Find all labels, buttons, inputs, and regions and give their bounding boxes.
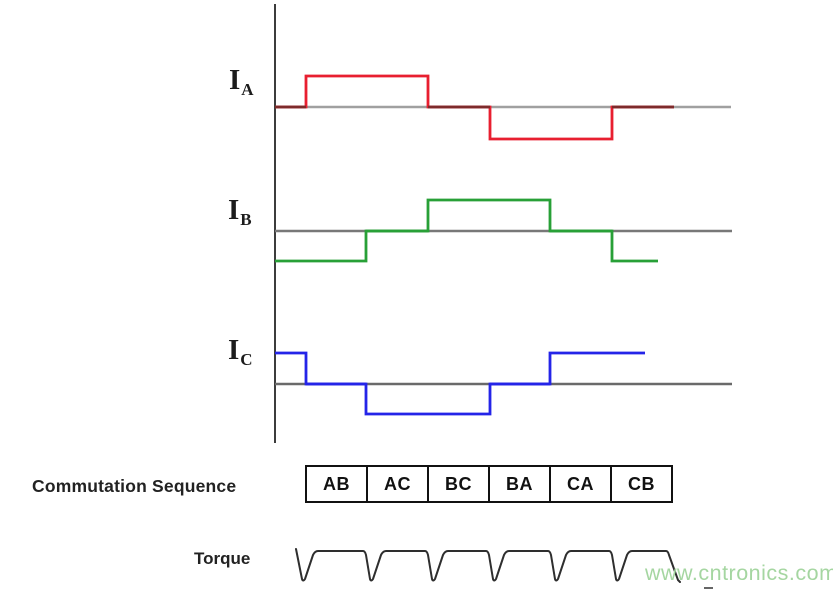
phase-b-symbol: I — [228, 194, 240, 226]
phase-a-subscript: A — [241, 80, 254, 99]
phase-c-symbol: I — [228, 334, 240, 366]
phase-c-label: IC — [228, 334, 253, 369]
watermark-underscore-mark — [704, 587, 713, 589]
phase-b-subscript: B — [240, 210, 252, 229]
commutation-cell-ac: AC — [368, 467, 429, 501]
commutation-cell-ab: AB — [307, 467, 368, 501]
commutation-cell-cb: CB — [628, 473, 655, 494]
commutation-cell-bc: BC — [429, 467, 490, 501]
commutation-sequence-label: Commutation Sequence — [32, 476, 237, 496]
phase-a-label: IA — [229, 64, 254, 99]
phase-a-symbol: I — [229, 64, 241, 96]
commutation-cell-ca: CA — [551, 467, 612, 501]
torque-label: Torque — [194, 549, 251, 568]
watermark: www.cntronics.com — [645, 561, 833, 585]
phase-b-label: IB — [228, 194, 252, 229]
commutation-sequence-table: AB AC BC BA CA CB — [305, 465, 673, 503]
commutation-cell-ba: BA — [490, 467, 551, 501]
phase-c-subscript: C — [240, 350, 253, 369]
